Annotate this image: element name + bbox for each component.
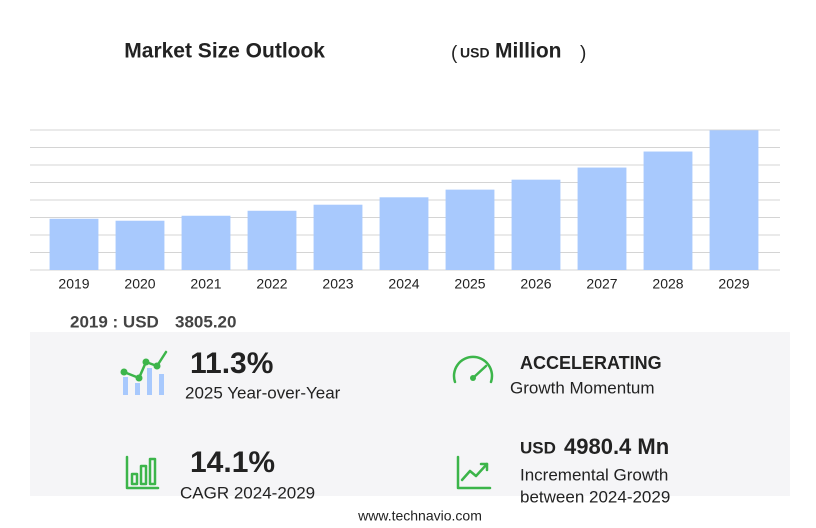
x-tick-label: 2026 bbox=[520, 276, 551, 292]
bar bbox=[49, 218, 99, 270]
x-tick-label: 2022 bbox=[256, 276, 287, 292]
stat-label: 2025 Year-over-Year bbox=[185, 383, 341, 402]
stats-panel bbox=[30, 332, 790, 496]
icon-gauge bbox=[452, 355, 494, 384]
title-paren: ) bbox=[580, 43, 586, 64]
x-tick-label: 2021 bbox=[190, 276, 221, 292]
x-tick-label: 2027 bbox=[586, 276, 617, 292]
x-tick-label: 2024 bbox=[388, 276, 419, 292]
bar bbox=[709, 130, 759, 270]
bar bbox=[577, 167, 627, 270]
icon-cagr bbox=[125, 455, 160, 490]
x-tick-label: 2019 bbox=[58, 276, 89, 292]
bar bbox=[379, 197, 429, 270]
stat-value: 4980.4 Mn bbox=[564, 434, 669, 459]
x-tick-label: 2023 bbox=[322, 276, 353, 292]
highlight-value: 3805.20 bbox=[175, 312, 236, 331]
footer: www.technavio.com bbox=[357, 508, 482, 524]
stat-label: CAGR 2024-2029 bbox=[180, 483, 315, 502]
title-unit-name: Million bbox=[495, 40, 562, 63]
bar bbox=[511, 179, 561, 270]
x-tick-label: 2020 bbox=[124, 276, 155, 292]
x-tick-label: 2029 bbox=[718, 276, 749, 292]
stat-label: between 2024-2029 bbox=[520, 487, 670, 506]
title-unit: USD bbox=[460, 45, 490, 61]
title-paren: ( bbox=[451, 43, 458, 64]
stat-value: ACCELERATING bbox=[520, 353, 662, 373]
bar bbox=[643, 151, 693, 270]
x-tick-label: 2028 bbox=[652, 276, 683, 292]
bar bbox=[445, 189, 495, 270]
stat-unit: USD bbox=[520, 438, 556, 457]
bar bbox=[181, 215, 231, 270]
plot: 2019 2020 2021 2022 2023 2024 2025 2026 2027 2028… bbox=[30, 129, 780, 292]
bar bbox=[115, 220, 165, 270]
chart-title: Market Size Outlook bbox=[124, 40, 325, 63]
stat-value: 11.3% bbox=[190, 347, 273, 380]
stat-label: Growth Momentum bbox=[510, 378, 655, 397]
x-tick-label: 2025 bbox=[454, 276, 485, 292]
icon-incremental bbox=[456, 455, 492, 490]
highlight-label: 2019 : USD bbox=[70, 312, 159, 331]
bar bbox=[247, 210, 297, 270]
stat-label: Incremental Growth bbox=[520, 465, 668, 484]
icon-yoy bbox=[120, 350, 168, 395]
bar bbox=[313, 204, 363, 270]
stat-value: 14.1% bbox=[190, 446, 275, 479]
